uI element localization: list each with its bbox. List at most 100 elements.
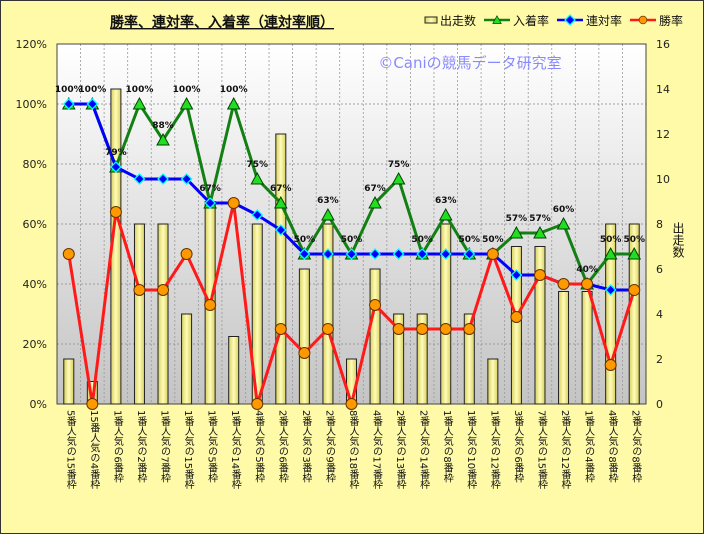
- point-diamond-quinella: [510, 269, 523, 281]
- point-triangle-placing: [533, 225, 547, 239]
- data-label: 50%: [482, 235, 504, 245]
- x-tick-label: 2番人気の8番枠: [630, 410, 642, 484]
- data-label: 50%: [623, 235, 645, 245]
- legend-label: 勝率: [659, 13, 683, 28]
- y-right-tick-label: 0: [656, 398, 663, 411]
- point-circle-win: [227, 197, 240, 209]
- point-triangle-placing: [509, 225, 524, 239]
- point-triangle-placing: [438, 207, 453, 221]
- bar-count: [510, 246, 522, 405]
- data-label: 63%: [435, 196, 457, 206]
- point-diamond-quinella: [463, 248, 476, 260]
- point-circle-win: [392, 323, 405, 335]
- x-tick-label: 1番人気の5番枠: [206, 410, 218, 484]
- point-triangle-placing: [250, 171, 265, 185]
- legend-marker-triangle: [492, 15, 502, 24]
- point-circle-win: [321, 323, 334, 335]
- point-circle-win: [486, 248, 499, 260]
- y-right-tick-label: 10: [656, 173, 670, 186]
- y-left-tick-label: 0%: [30, 398, 47, 411]
- data-label: 88%: [152, 121, 174, 131]
- point-circle-win: [439, 323, 452, 335]
- point-circle-win: [298, 347, 311, 359]
- x-tick-label: 1番人気の4番枠: [583, 410, 595, 484]
- x-tick-label: 1番人気の7番枠: [159, 410, 171, 484]
- point-circle-win: [251, 398, 264, 410]
- bar-count: [558, 291, 570, 405]
- bar-count: [322, 223, 334, 405]
- data-label: 57%: [506, 214, 528, 224]
- x-tick-label: 2番人気の3番枠: [300, 410, 312, 484]
- data-label: 57%: [529, 214, 551, 224]
- y-right-tick-label: 14: [656, 83, 670, 96]
- y-right-tick-label: 8: [656, 218, 663, 231]
- data-label: 40%: [576, 265, 598, 275]
- point-circle-win: [62, 248, 75, 260]
- point-diamond-quinella: [416, 248, 429, 260]
- point-circle-win: [533, 269, 546, 281]
- data-label: 75%: [246, 160, 268, 170]
- point-diamond-quinella: [133, 173, 146, 185]
- bar-count: [487, 358, 499, 405]
- point-circle-win: [628, 284, 641, 296]
- point-circle-win: [463, 323, 476, 335]
- point-triangle-placing: [627, 246, 642, 260]
- point-triangle-placing: [321, 207, 335, 221]
- legend-marker-circle: [638, 15, 648, 25]
- x-tick-label: 1番人気の14番枠: [229, 410, 241, 490]
- bar-count: [228, 336, 240, 405]
- point-triangle-placing: [556, 216, 571, 230]
- legend-swatch-bar: [424, 16, 438, 24]
- y-left-tick-label: 40%: [23, 278, 47, 291]
- point-triangle-placing: [156, 132, 170, 146]
- point-triangle-placing: [273, 195, 288, 209]
- bar-count: [181, 313, 193, 405]
- x-tick-label: 1番人気の10番枠: [465, 410, 477, 490]
- x-tick-label: 1番人気の6番枠: [111, 410, 123, 484]
- point-diamond-quinella: [439, 248, 452, 260]
- bar-count: [416, 313, 428, 405]
- bar-count: [463, 313, 475, 405]
- plot-area: [57, 44, 646, 404]
- data-label: 100%: [173, 85, 201, 95]
- bar-count: [298, 268, 310, 405]
- x-tick-label: 1番人気の15番枠: [182, 410, 194, 490]
- legend-label: 入着率: [513, 13, 549, 28]
- point-circle-win: [581, 278, 594, 290]
- bar-count: [605, 223, 617, 405]
- point-diamond-quinella: [157, 173, 169, 185]
- point-circle-win: [109, 206, 122, 218]
- data-label: 100%: [55, 85, 83, 95]
- x-tick-label: 15番人気の4番枠: [88, 410, 100, 490]
- bar-count: [440, 223, 452, 405]
- right-axis-label: 出走数: [671, 222, 685, 259]
- point-circle-win: [157, 284, 170, 296]
- chart-title: 勝率、連対率、入着率（連対率順）: [110, 14, 334, 31]
- point-diamond-quinella: [180, 173, 193, 185]
- x-tick-label: 4番人気の17番枠: [371, 410, 383, 490]
- point-triangle-placing: [132, 96, 147, 110]
- x-tick-label: 2番人気の9番枠: [323, 410, 335, 484]
- point-diamond-quinella: [298, 248, 311, 260]
- bar-count: [534, 246, 546, 405]
- x-tick-label: 4番人気の5番枠: [253, 410, 265, 484]
- point-circle-win: [133, 284, 146, 296]
- data-label: 100%: [78, 85, 106, 95]
- data-label: 50%: [411, 235, 433, 245]
- bar-count: [275, 133, 287, 405]
- point-diamond-quinella: [86, 98, 99, 110]
- x-tick-label: 1番人気の8番枠: [441, 410, 453, 484]
- bar-count: [63, 358, 75, 405]
- data-label: 75%: [388, 160, 410, 170]
- point-circle-win: [274, 323, 287, 335]
- y-right-tick-label: 12: [656, 128, 670, 141]
- point-diamond-quinella: [604, 284, 617, 296]
- data-label: 67%: [270, 184, 292, 194]
- point-diamond-quinella: [322, 248, 334, 260]
- x-tick-label: 5番人気の15番枠: [64, 410, 76, 490]
- data-label: 50%: [294, 235, 316, 245]
- data-label: 67%: [364, 184, 386, 194]
- data-label: 50%: [600, 235, 622, 245]
- bar-count: [393, 313, 405, 405]
